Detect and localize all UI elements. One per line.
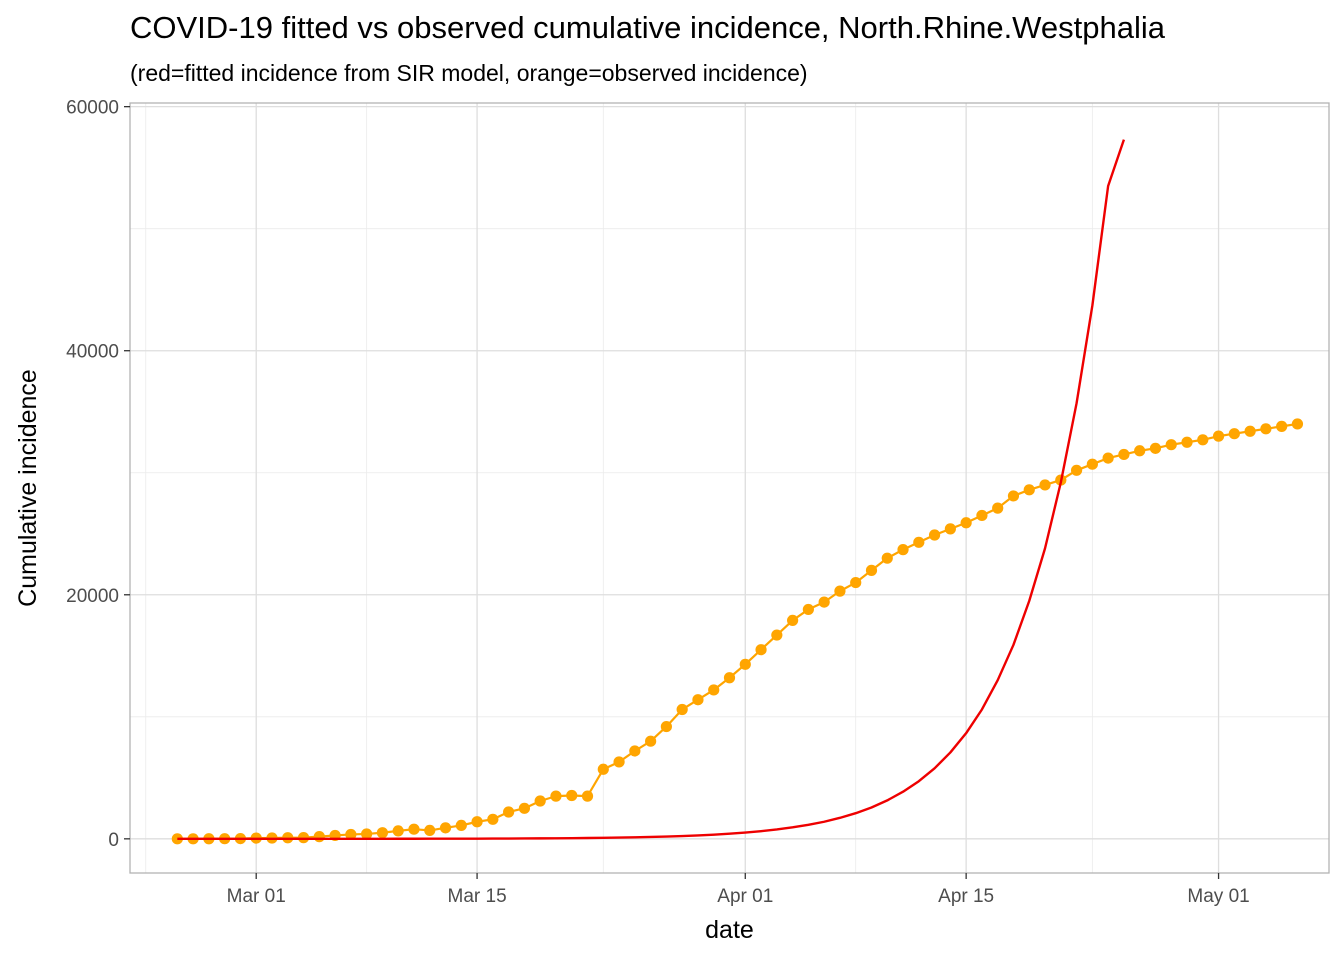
plot-border: [129, 102, 1330, 874]
observed-incidence-point: [313, 831, 325, 843]
observed-incidence-point: [944, 523, 956, 535]
observed-incidence-point: [1086, 458, 1098, 470]
observed-incidence-point: [566, 789, 578, 802]
observed-incidence-point: [708, 684, 720, 696]
observed-incidence-point: [1165, 439, 1177, 451]
observed-incidence-point: [692, 694, 704, 706]
y-tick-label: 20000: [66, 586, 119, 607]
x-tick-label: Mar 01: [227, 886, 286, 907]
y-tick-label: 60000: [66, 98, 119, 119]
observed-incidence-point: [881, 552, 893, 564]
x-axis-title: date: [705, 916, 754, 944]
observed-incidence-point: [913, 536, 925, 548]
observed-incidence-point: [613, 756, 625, 768]
chart-title: COVID-19 fitted vs observed cumulative i…: [130, 10, 1165, 45]
observed-incidence-point: [787, 614, 799, 627]
y-tick-label: 40000: [66, 342, 119, 363]
observed-incidence-point: [897, 544, 909, 556]
observed-incidence-point: [487, 813, 499, 825]
observed-incidence-point: [518, 802, 531, 814]
observed-incidence-point: [1007, 490, 1020, 502]
observed-incidence-point: [424, 824, 436, 837]
observed-incidence-point: [550, 790, 562, 802]
observed-incidence-point: [771, 629, 783, 641]
observed-incidence-point: [1070, 464, 1083, 476]
observed-incidence-point: [1149, 442, 1162, 454]
observed-incidence-point: [439, 822, 452, 834]
y-tick-label: 0: [108, 830, 119, 851]
observed-incidence-point: [1291, 418, 1304, 430]
chart-subtitle: (red=fitted incidence from SIR model, or…: [130, 60, 808, 86]
observed-incidence-point: [645, 735, 657, 747]
observed-incidence-point: [455, 819, 467, 832]
observed-incidence-point: [834, 585, 846, 597]
observed-incidence-point: [597, 763, 609, 775]
observed-incidence-point: [534, 795, 546, 807]
observed-incidence-point: [1134, 445, 1146, 457]
observed-incidence-point: [345, 828, 357, 841]
observed-incidence-point: [1212, 430, 1225, 442]
observed-incidence-point: [850, 576, 862, 589]
y-axis-title: Cumulative incidence: [14, 369, 42, 607]
observed-incidence-point: [1039, 479, 1051, 491]
observed-incidence-point: [408, 823, 420, 835]
observed-incidence-point: [818, 596, 830, 608]
observed-incidence-point: [171, 833, 183, 845]
observed-incidence-point: [471, 816, 483, 828]
observed-incidence-point: [723, 672, 736, 684]
observed-incidence-point: [376, 827, 389, 839]
observed-incidence-point: [392, 825, 404, 837]
observed-incidence-point: [629, 745, 641, 757]
observed-incidence-point: [676, 703, 688, 716]
observed-incidence-point: [1181, 436, 1193, 448]
observed-incidence-point: [361, 828, 373, 840]
x-tick-label: Apr 01: [717, 886, 773, 907]
observed-incidence-point: [1197, 434, 1209, 446]
observed-incidence-point: [1118, 448, 1130, 461]
observed-incidence-point: [802, 603, 814, 616]
observed-incidence-point: [739, 658, 751, 670]
plot-background: [130, 103, 1329, 873]
observed-incidence-point: [1023, 484, 1035, 496]
observed-incidence-point: [755, 644, 767, 656]
x-tick-label: May 01: [1187, 886, 1249, 907]
observed-incidence-point: [1228, 428, 1240, 440]
x-tick-label: Mar 15: [448, 886, 507, 907]
fitted-incidence-line: [177, 139, 1126, 841]
observed-incidence-point: [1260, 423, 1272, 435]
observed-incidence-point: [503, 806, 515, 818]
observed-incidence-point: [928, 529, 941, 541]
observed-incidence-point: [1244, 425, 1256, 437]
observed-incidence-point: [660, 720, 672, 733]
observed-incidence-point: [976, 509, 988, 522]
observed-incidence-point: [581, 790, 594, 802]
x-tick-label: Apr 15: [938, 886, 994, 907]
observed-incidence-point: [960, 517, 972, 529]
observed-incidence-point: [1102, 452, 1114, 464]
observed-incidence-point: [1276, 420, 1288, 432]
observed-incidence-point: [992, 502, 1004, 514]
observed-incidence-point: [865, 564, 878, 576]
